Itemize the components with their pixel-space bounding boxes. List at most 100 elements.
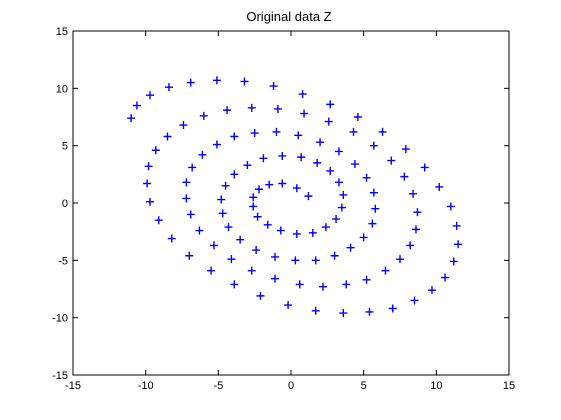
- y-tick-label: 10: [56, 83, 68, 95]
- data-point: [292, 229, 301, 238]
- data-point: [292, 184, 301, 193]
- data-point: [253, 212, 262, 221]
- data-point: [151, 146, 160, 155]
- data-point: [278, 179, 287, 188]
- data-point: [209, 241, 218, 250]
- data-point: [452, 221, 461, 230]
- y-tick-label: -10: [52, 313, 68, 325]
- data-point: [154, 216, 163, 225]
- data-point: [212, 76, 221, 85]
- data-point: [420, 163, 429, 172]
- data-point: [256, 291, 265, 300]
- data-point: [311, 306, 320, 315]
- x-tick-label: 5: [361, 380, 367, 392]
- data-point: [334, 147, 343, 156]
- data-point: [435, 182, 444, 191]
- data-point: [185, 251, 194, 260]
- y-tick-label: 15: [56, 26, 68, 38]
- data-point: [298, 90, 307, 99]
- data-point: [249, 202, 258, 211]
- data-point: [316, 138, 325, 147]
- data-points: [127, 76, 463, 318]
- data-point: [400, 172, 409, 181]
- data-point: [199, 111, 208, 120]
- x-tick-label: -10: [138, 380, 154, 392]
- data-point: [308, 228, 317, 237]
- data-point: [186, 78, 195, 87]
- data-point: [401, 145, 410, 154]
- data-point: [396, 255, 404, 264]
- data-point: [326, 166, 335, 175]
- data-point: [359, 233, 368, 242]
- data-point: [247, 103, 256, 112]
- data-point: [324, 117, 333, 126]
- data-point: [388, 304, 397, 313]
- data-point: [146, 91, 155, 100]
- data-point: [252, 246, 261, 255]
- data-point: [294, 131, 303, 140]
- data-point: [297, 153, 306, 162]
- data-point: [230, 280, 239, 289]
- data-point: [304, 192, 313, 201]
- data-point: [259, 154, 268, 163]
- axis-ticks: [72, 30, 510, 376]
- data-point: [269, 82, 278, 91]
- data-point: [146, 197, 155, 206]
- data-point: [318, 282, 327, 291]
- data-point: [223, 106, 232, 115]
- data-point: [339, 309, 348, 318]
- data-point: [369, 141, 378, 150]
- data-point: [449, 257, 458, 266]
- x-tick-label: -15: [65, 380, 81, 392]
- data-point: [230, 132, 239, 141]
- data-point: [250, 129, 259, 138]
- data-point: [273, 104, 282, 113]
- data-point: [212, 140, 221, 149]
- data-point: [337, 203, 346, 212]
- data-point: [350, 160, 359, 169]
- data-point: [182, 178, 191, 187]
- data-point: [387, 156, 396, 165]
- data-point: [143, 179, 152, 188]
- data-point: [188, 163, 197, 172]
- data-point: [179, 121, 188, 130]
- chart-title: Original data Z: [246, 9, 331, 24]
- data-point: [339, 190, 348, 199]
- data-point: [132, 101, 141, 110]
- data-point: [284, 301, 293, 310]
- data-point: [332, 215, 341, 224]
- data-point: [271, 252, 280, 261]
- data-point: [198, 150, 207, 159]
- data-point: [240, 77, 249, 86]
- data-point: [300, 109, 309, 118]
- data-point: [369, 188, 378, 197]
- axis-tick-labels: -15 -10 -5 0 5 10 15 -15 -10 -5 0 5 10 15: [52, 26, 515, 392]
- data-point: [409, 189, 418, 198]
- data-point: [218, 209, 227, 218]
- x-tick-label: -5: [213, 380, 223, 392]
- data-point: [127, 114, 136, 123]
- data-point: [195, 226, 204, 235]
- x-tick-label: 15: [503, 380, 515, 392]
- data-point: [411, 225, 420, 234]
- data-point: [446, 202, 455, 211]
- data-point: [247, 266, 256, 275]
- data-point: [271, 274, 280, 283]
- data-point: [230, 170, 239, 179]
- y-tick-label: 0: [62, 198, 68, 210]
- data-point: [278, 151, 287, 160]
- data-point: [207, 266, 216, 275]
- data-point: [236, 235, 245, 244]
- data-point: [441, 273, 450, 282]
- data-point: [454, 240, 463, 249]
- data-point: [249, 193, 258, 202]
- data-point: [224, 223, 233, 232]
- data-point: [365, 307, 374, 316]
- data-point: [427, 286, 436, 295]
- data-point: [413, 208, 422, 217]
- data-point: [368, 219, 377, 228]
- plot-area-frame: [72, 30, 510, 376]
- data-point: [182, 194, 191, 203]
- data-point: [186, 210, 195, 219]
- data-point: [167, 234, 176, 243]
